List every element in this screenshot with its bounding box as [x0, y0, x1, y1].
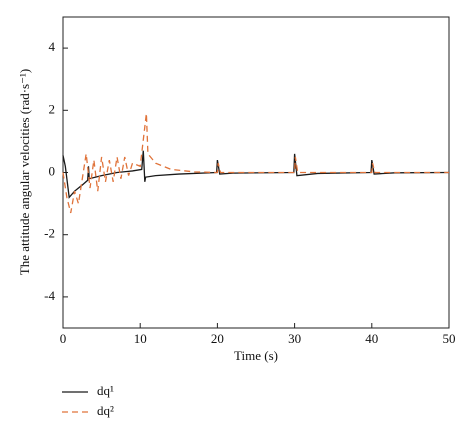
x-tick-label: 50 — [443, 331, 456, 346]
x-tick-label: 0 — [60, 331, 67, 346]
x-tick-label: 10 — [134, 331, 147, 346]
x-axis-label: Time (s) — [234, 348, 278, 363]
x-tick-label: 20 — [211, 331, 224, 346]
x-tick-label: 40 — [365, 331, 378, 346]
y-tick-label: -4 — [44, 288, 55, 303]
data-line — [62, 113, 449, 214]
legend-label: dq¹ — [97, 383, 114, 398]
y-tick-label: 0 — [49, 163, 56, 178]
x-tick-label: 30 — [288, 331, 301, 346]
y-axis-label: The attitude angular velocities (rad·s⁻¹… — [17, 69, 32, 275]
legend-label: dq² — [97, 403, 114, 418]
data-line — [62, 150, 450, 199]
y-tick-label: -2 — [44, 226, 55, 241]
y-tick-label: 2 — [49, 101, 56, 116]
y-tick-label: 4 — [49, 39, 56, 54]
